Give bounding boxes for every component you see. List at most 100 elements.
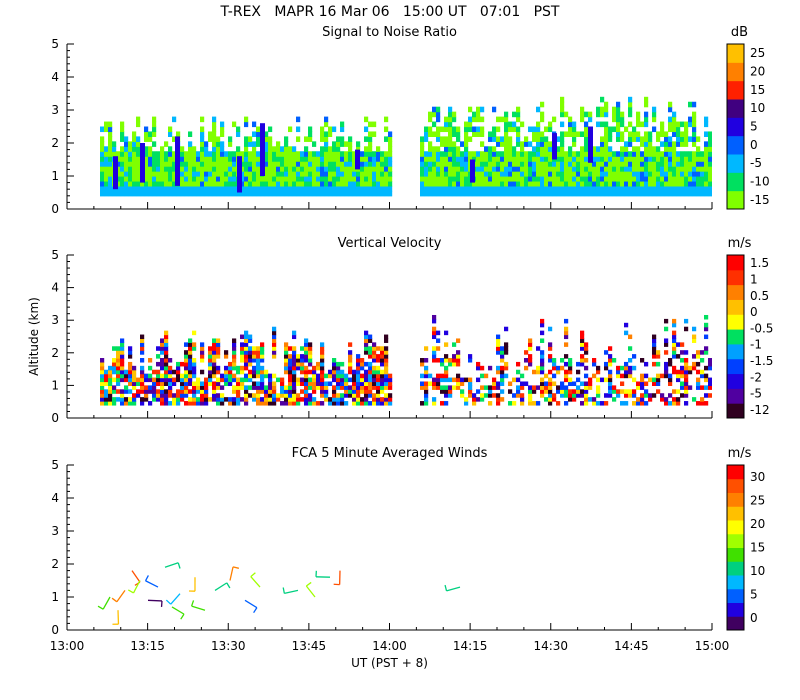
snr-cell [664,136,669,142]
velocity-cell [648,377,653,383]
snr-cell [620,156,625,162]
snr-cell [244,180,249,187]
velocity-cell [220,377,225,383]
velocity-cell [432,330,437,336]
snr-cell [640,151,645,157]
velocity-cell [188,346,193,351]
velocity-cell [240,334,245,340]
velocity-cell [360,381,365,386]
snr-cell [160,171,165,177]
snr-cell [656,166,661,172]
snr-cell [200,131,205,137]
velocity-cell [364,361,369,367]
snr-cell [548,121,553,128]
velocity-cell [332,365,337,371]
snr-cell [280,161,285,167]
snr-cell [520,176,525,182]
snr-cell [104,166,109,172]
snr-cell [476,116,481,123]
velocity-cell [500,346,505,351]
velocity-cell [340,393,345,398]
snr-cell [312,161,317,167]
velocity-cell [280,389,285,394]
velocity-cell [616,389,621,394]
wind-barb-flag [97,605,104,610]
velocity-cell [624,373,629,379]
snr-cell [644,166,649,172]
snr-cell [452,151,457,157]
velocity-cell [568,381,573,386]
snr-cell [564,131,569,137]
snr-cell [704,131,709,137]
snr-cell [428,111,433,118]
velocity-cell [452,342,457,347]
snr-cell [476,156,481,162]
velocity-cell [236,401,241,406]
snr-cell [444,180,449,187]
snr-cell [220,190,225,197]
velocity-cell [508,389,513,394]
velocity-cell [208,361,213,367]
snr-cell [436,116,441,123]
snr-cell [248,136,253,142]
velocity-cell [156,377,161,383]
snr-cell [484,151,489,157]
velocity-cell [232,365,237,371]
velocity-cell [708,381,712,386]
velocity-cell [500,358,505,363]
velocity-cell [332,377,337,383]
velocity-cell [200,346,205,351]
velocity-cell [668,401,673,406]
snr-cell [544,180,549,187]
snr-cell [212,166,217,172]
snr-cell [336,171,341,177]
snr-cell [484,166,489,172]
snr-cell [120,146,125,152]
velocity-cell [436,377,441,383]
velocity-cell [532,401,537,406]
snr-cell [672,146,677,152]
snr-cell [268,156,273,162]
snr-cell [156,176,161,182]
velocity-cell [124,389,129,394]
snr-cell [364,190,369,197]
snr-cell [168,161,173,167]
snr-cell [116,151,121,157]
velocity-cell [432,354,437,359]
velocity-cell [192,397,197,402]
colorbar-swatch [727,99,744,118]
velocity-cell [288,389,293,394]
velocity-cell [320,369,325,375]
velocity-cell [496,369,501,375]
velocity-cell [368,350,373,355]
snr-cell [680,190,685,197]
snr-cell [628,136,633,142]
velocity-cell [340,361,345,367]
snr-cell [672,126,677,133]
snr-cell [624,151,629,157]
velocity-cell [244,334,249,340]
snr-cell [464,151,469,157]
snr-cell [272,190,277,197]
snr-cell [220,121,225,128]
velocity-cell [656,389,661,394]
velocity-cell [676,397,681,402]
snr-cell [668,176,673,182]
wind-barb-flag [127,589,134,594]
colorbar-label: -0.5 [750,321,773,335]
snr-cell [608,136,613,142]
velocity-cell [336,401,341,406]
snr-cell [456,161,461,167]
velocity-cell [664,318,669,324]
snr-cell [504,171,509,177]
snr-cell [496,166,501,172]
snr-cell [456,176,461,182]
snr-cell [660,151,665,157]
snr-cell [660,166,665,172]
snr-cell [320,161,325,167]
velocity-cell [632,401,637,406]
snr-cell [228,190,233,197]
velocity-cell [376,381,381,386]
velocity-cell [608,358,613,363]
snr-cell [580,171,585,177]
